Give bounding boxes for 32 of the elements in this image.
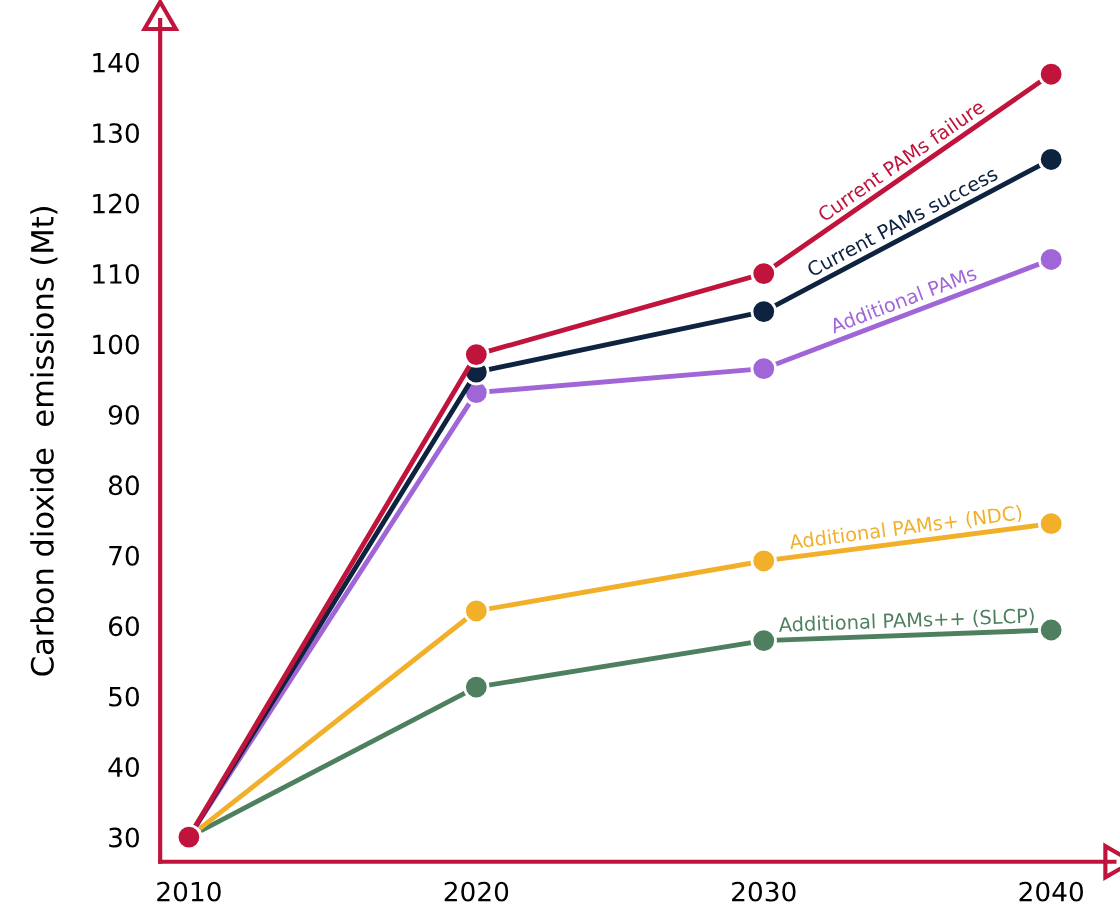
y-tick-label: 140 [93, 52, 139, 73]
y-tick-label: 50 [109, 686, 139, 707]
y-tick-label: 70 [109, 545, 139, 566]
x-tick-label: 2040 [1019, 881, 1083, 902]
point [463, 673, 490, 701]
y-tick-label: 130 [93, 123, 139, 144]
point [750, 547, 777, 575]
y-tick-label: 100 [93, 334, 139, 355]
y-tick-label: 110 [93, 264, 139, 284]
x-tick-label: 2030 [732, 881, 796, 902]
y-tick-label: 90 [108, 404, 139, 425]
point [1037, 616, 1065, 644]
y-tick-label: 30 [109, 827, 139, 848]
point [1037, 510, 1065, 537]
y-tick-label: 60 [108, 616, 139, 637]
y-tick-label: 80 [108, 475, 139, 496]
point [750, 298, 777, 325]
point [750, 355, 777, 382]
point [463, 341, 490, 368]
series-label: Additional PAMs++ (SLCP) [778, 607, 1035, 635]
x-tick-label: 2010 [157, 881, 221, 902]
y-tick-label: 120 [93, 193, 139, 214]
point [1037, 146, 1065, 173]
point [463, 597, 490, 625]
x-tick-label: 2020 [444, 881, 509, 902]
y-tick-label: 40 [108, 757, 139, 778]
point [750, 627, 777, 654]
text: Additional PAMs+ (NDC) [788, 504, 1023, 552]
point [1037, 246, 1065, 273]
y-axis-title: Carbon dioxide emissions (Mt) [30, 207, 58, 676]
point [1037, 61, 1065, 88]
point [750, 260, 777, 287]
